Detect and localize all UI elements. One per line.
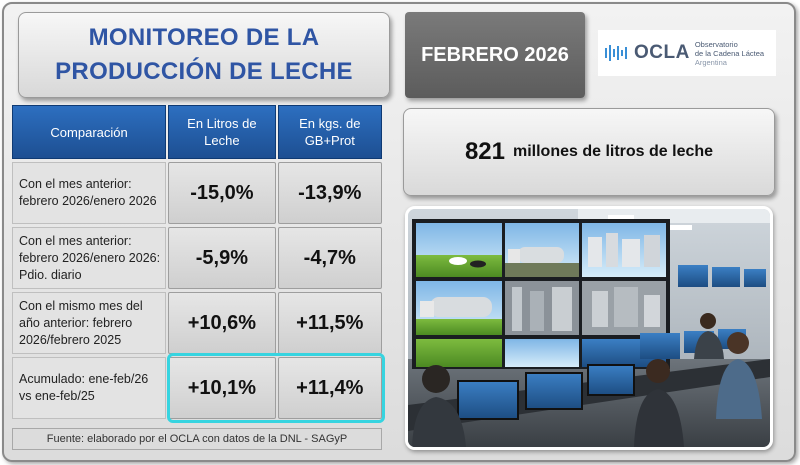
row-label: Con el mes anterior: febrero 2026/enero …	[12, 227, 167, 289]
row-value-kgs: -13,9%	[277, 162, 382, 224]
control-room-photo	[405, 206, 773, 450]
row-value-kgs: +11,5%	[277, 292, 382, 354]
row-value-kgs: -4,7%	[277, 227, 382, 289]
header-kgs: En kgs. de GB+Prot	[277, 105, 383, 159]
month-badge: FEBRERO 2026	[405, 12, 585, 98]
row-value-litros: -15,0%	[168, 162, 276, 224]
logo-line3: Argentina	[694, 57, 727, 67]
page-title-line2: PRODUCCIÓN DE LECHE	[55, 58, 353, 85]
logo-line2: de la Cadena Láctea	[694, 48, 765, 58]
row-value-litros: +10,6%	[168, 292, 276, 354]
table-row: Con el mismo mes del año anterior: febre…	[12, 292, 382, 354]
source-text: Fuente: elaborado por el OCLA con datos …	[46, 433, 348, 445]
page-title-line1: MONITOREO DE LA	[88, 24, 320, 51]
row-value-kgs: +11,4%	[277, 357, 382, 419]
source-note: Fuente: elaborado por el OCLA con datos …	[12, 428, 382, 450]
comparison-table: Comparación En Litros de Leche En kgs. d…	[12, 105, 385, 423]
stat-text: millones de litros de leche	[512, 143, 714, 160]
row-value-litros: -5,9%	[168, 227, 276, 289]
row-label: Acumulado: ene-feb/26 vs ene-feb/25	[12, 357, 167, 419]
production-stat-box: 821 millones de litros de leche	[403, 108, 775, 196]
table-header-row: Comparación En Litros de Leche En kgs. d…	[12, 105, 383, 159]
row-label: Con el mismo mes del año anterior: febre…	[12, 292, 167, 354]
title-box: MONITOREO DE LA PRODUCCIÓN DE LECHE	[18, 12, 390, 98]
logo-name: OCLA	[634, 42, 690, 63]
header-litros: En Litros de Leche	[168, 105, 276, 159]
table-row: Con el mes anterior: febrero 2026/enero …	[12, 227, 382, 289]
wave-logo-icon	[604, 44, 630, 62]
logo-subtitle: Observatorio de la Cadena Láctea Argenti…	[695, 40, 764, 67]
logo-line1: Observatorio	[694, 39, 738, 49]
header-comparacion: Comparación	[12, 105, 167, 159]
month-label: FEBRERO 2026	[421, 43, 569, 66]
stat-value: 821	[464, 138, 505, 165]
row-value-litros: +10,1%	[168, 357, 276, 419]
row-label: Con el mes anterior: febrero 2026/enero …	[12, 162, 167, 224]
table-row: Con el mes anterior: febrero 2026/enero …	[12, 162, 382, 224]
table-row: Acumulado: ene-feb/26 vs ene-feb/25 +10,…	[12, 357, 382, 419]
ocla-logo: OCLA Observatorio de la Cadena Láctea Ar…	[598, 30, 776, 76]
